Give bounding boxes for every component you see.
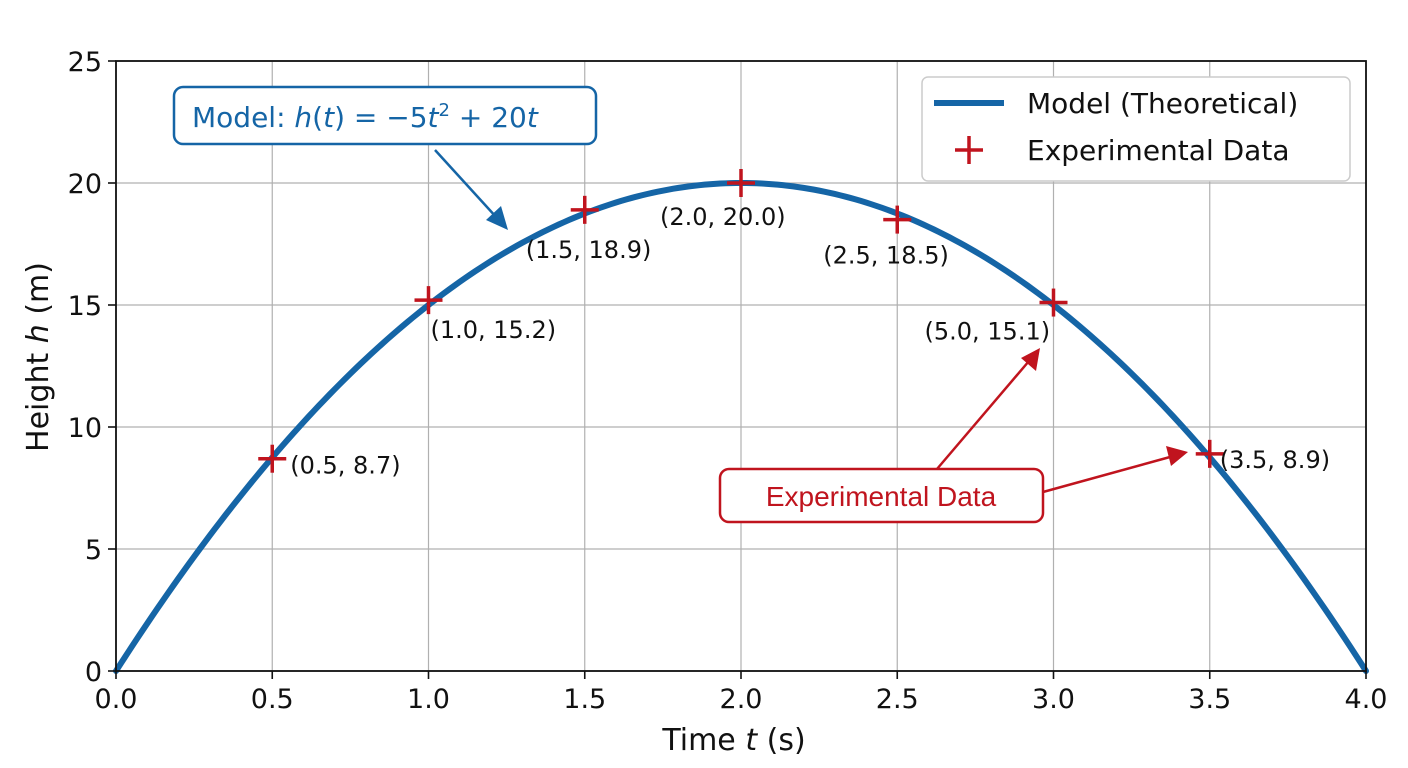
point-labels: (0.5, 8.7) (1.0, 15.2) (1.5, 18.9) (2.0, 20… (290, 203, 1330, 480)
data-point-label: (3.5, 8.9) (1220, 446, 1330, 474)
legend-model-label: Model (Theoretical) (1027, 87, 1298, 120)
y-tick-label: 0 (85, 657, 102, 688)
y-tick-label: 15 (68, 291, 102, 322)
model-annotation: Model: h(t) = −5t2 + 20t (172, 85, 598, 230)
experimental-arrow-2 (1042, 455, 1171, 494)
y-tick-label: 25 (68, 47, 102, 78)
x-tick-label: 0.0 (95, 684, 138, 715)
experimental-annotation-box (718, 467, 1045, 524)
y-axis: 0 5 10 15 20 25 (68, 47, 116, 688)
y-tick-label: 5 (85, 535, 102, 566)
data-point-marker (414, 286, 443, 315)
x-tick-label: 0.5 (251, 684, 294, 715)
data-point-marker (1195, 439, 1224, 468)
x-tick-label: 3.5 (1188, 684, 1231, 715)
data-point-marker (883, 205, 912, 234)
x-tick-label: 1.0 (407, 684, 450, 715)
experimental-markers (258, 169, 1224, 473)
data-point-marker (570, 195, 599, 224)
x-tick-label: 1.5 (563, 684, 606, 715)
legend: Model (Theoretical) Experimental Data (921, 76, 1351, 182)
data-point-marker (727, 169, 755, 197)
data-point-label: (5.0, 15.1) (925, 318, 1051, 346)
experimental-annotation-text: Experimental Data (766, 481, 997, 512)
data-point-label: (0.5, 8.7) (290, 452, 400, 480)
model-arrow-head (486, 206, 508, 230)
experimental-arrow-1 (936, 360, 1030, 470)
x-tick-label: 2.5 (876, 684, 919, 715)
x-tick-label: 4.0 (1345, 684, 1388, 715)
experimental-arrow-head-1 (1021, 348, 1040, 371)
x-tick-label: 2.0 (720, 684, 763, 715)
experimental-arrow-head-2 (1166, 446, 1188, 466)
data-point-label: (2.0, 20.0) (660, 203, 786, 231)
y-axis-title: Height h (m) (21, 262, 56, 452)
data-point-label: (1.5, 18.9) (526, 236, 652, 264)
model-annotation-text: Model: h(t) = −5t2 + 20t (192, 100, 539, 134)
data-point-label: (2.5, 18.5) (823, 242, 949, 270)
data-point-marker (258, 444, 287, 473)
legend-data-label: Experimental Data (1027, 134, 1289, 167)
y-tick-label: 20 (68, 169, 102, 200)
legend-plus-icon (955, 136, 983, 164)
experimental-annotation: Experimental Data (718, 348, 1188, 524)
x-axis-title: Time t (s) (661, 723, 805, 758)
data-point-marker (1039, 288, 1068, 317)
legend-frame (921, 76, 1351, 182)
x-axis: 0.0 0.5 1.0 1.5 2.0 2.5 3.0 3.5 4.0 (95, 671, 1388, 715)
data-point-label: (1.0, 15.2) (431, 316, 557, 344)
model-annotation-box (172, 85, 598, 146)
model-annotation-arrow (434, 149, 498, 219)
y-tick-label: 10 (68, 413, 102, 444)
x-tick-label: 3.0 (1032, 684, 1075, 715)
